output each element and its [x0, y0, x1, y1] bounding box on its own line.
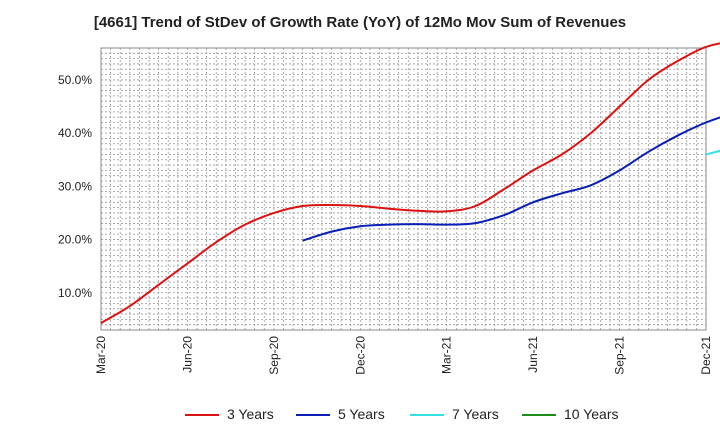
x-tick-label: Mar-20 — [94, 336, 108, 374]
legend-label-5-years: 5 Years — [338, 406, 385, 422]
series-lines — [100, 42, 720, 324]
legend: 3 Years 5 Years 7 Years 10 Years — [0, 404, 720, 426]
grid-lines — [101, 48, 706, 330]
series-line-7-years — [705, 149, 720, 156]
x-tick-label: Sep-21 — [613, 336, 627, 375]
legend-swatch-7-years — [410, 414, 444, 416]
x-tick-label: Jun-20 — [180, 336, 194, 373]
legend-swatch-5-years — [296, 414, 330, 416]
legend-label-7-years: 7 Years — [452, 406, 499, 422]
x-tick-label: Mar-21 — [440, 336, 454, 374]
x-tick-label: Dec-21 — [699, 336, 713, 375]
y-tick-label: 30.0% — [58, 179, 92, 193]
legend-label-10-years: 10 Years — [564, 406, 619, 422]
x-axis-ticks: Mar-20 Jun-20 Sep-20 Dec-20 Mar-21 Jun-21 Sep-… — [94, 336, 713, 375]
x-tick-label: Jun-21 — [526, 336, 540, 373]
y-tick-label: 40.0% — [58, 126, 92, 140]
y-tick-label: 20.0% — [58, 233, 92, 247]
y-axis-ticks: 10.0% 20.0% 30.0% 40.0% 50.0% — [58, 73, 92, 300]
y-tick-label: 50.0% — [58, 73, 92, 87]
legend-swatch-10-years — [522, 414, 556, 416]
y-tick-label: 10.0% — [58, 286, 92, 300]
x-tick-label: Sep-20 — [267, 336, 281, 375]
plot-area-frame — [100, 47, 707, 331]
legend-label-3-years: 3 Years — [227, 406, 274, 422]
series-line-3-years — [100, 42, 720, 324]
chart-title: [4661] Trend of StDev of Growth Rate (Yo… — [93, 14, 627, 31]
legend-swatch-3-years — [185, 414, 219, 416]
series-line-5-years — [302, 116, 720, 242]
x-tick-label: Dec-20 — [353, 336, 367, 375]
